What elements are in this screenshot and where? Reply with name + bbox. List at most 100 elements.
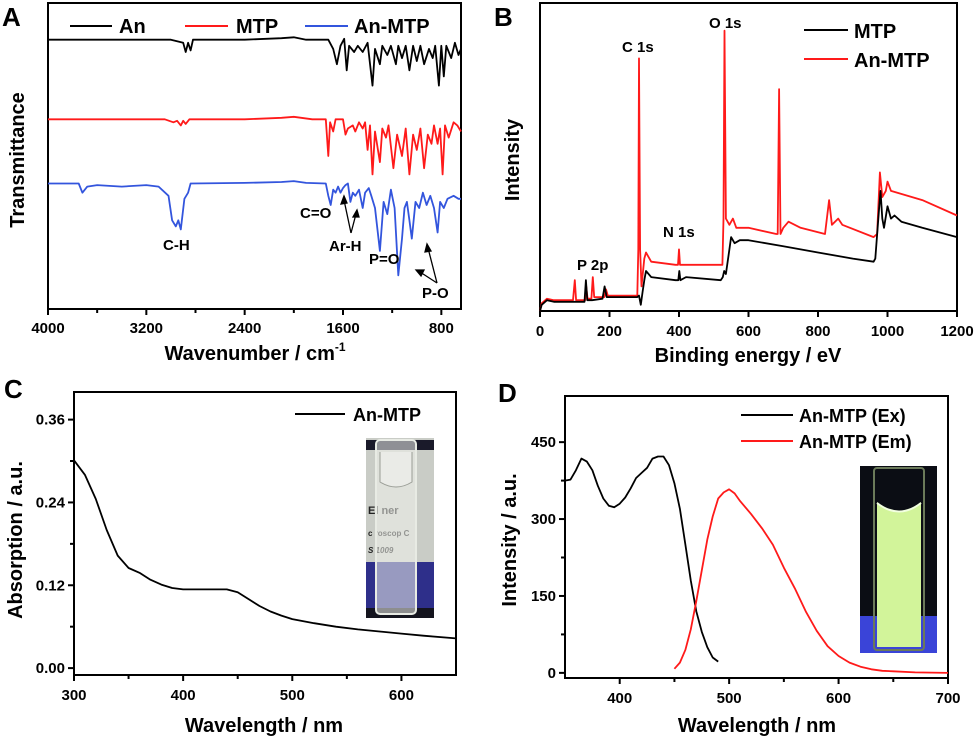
y-tick-label: 0.24 [36, 494, 66, 511]
x-tick-label: 300 [61, 687, 86, 704]
y-axis-title-a: Transmittance [7, 92, 29, 228]
solution-meniscus [876, 502, 922, 513]
panel-letter-d: D [498, 378, 517, 408]
cuvette-meniscus [379, 452, 413, 488]
x-axis-title-a: Wavenumber / cm-1 [164, 340, 345, 365]
y-axis-title-d: Intensity / a.u. [499, 473, 521, 606]
legend-d: An-MTP (Ex) An-MTP (Em) [741, 406, 912, 452]
legend-label-an-mtp-b: An-MTP [854, 50, 930, 72]
x-tick-label-b: 200 [597, 323, 622, 340]
inset-photo-cuvette-daylight: El ner c roscop C S 1009 [366, 438, 434, 618]
series-group-c [73, 459, 457, 640]
series-group-d [564, 455, 949, 674]
y-tick-label: 150 [531, 588, 556, 605]
series-group-a [48, 36, 462, 277]
panel-a: A 4000 3200 2400 1600 800 Wavenumber / cm-1 … [2, 2, 462, 365]
legend-a: An MTP An-MTP [70, 16, 430, 38]
panel-letter-c: C [4, 374, 23, 404]
x-axis-a: 4000 3200 2400 1600 800 [31, 309, 454, 337]
cuvette [375, 439, 417, 615]
x-tick-label-a: 3200 [130, 320, 163, 337]
series-line-an-mtp-em [673, 488, 949, 674]
legend-label-an-mtp-c: An-MTP [353, 405, 421, 425]
annotation-p-o-single: P-O [422, 285, 449, 302]
plot-frame-a [47, 2, 462, 310]
inset-photo-cuvette-uv [860, 466, 937, 653]
x-tick-label-a: 4000 [31, 320, 64, 337]
annotation-arrows-a [339, 194, 438, 284]
x-tick-label-b: 1200 [940, 323, 973, 340]
plot-frame-d [564, 395, 949, 679]
x-tick-label: 600 [826, 690, 851, 707]
x-tick-label-b: 400 [666, 323, 691, 340]
annotation-ar-h: Ar-H [329, 238, 362, 255]
x-tick-label: 700 [935, 690, 960, 707]
y-tick-label: 0 [548, 665, 556, 682]
series-group-b [539, 29, 958, 312]
panel-c: C 300 400 500 600 0.00 0.12 0.24 0.36 Wavelengt… [4, 374, 457, 737]
annotation-c-o: C=O [300, 205, 332, 222]
legend-label-em: An-MTP (Em) [799, 432, 912, 452]
x-tick-label-a: 1600 [326, 320, 359, 337]
x-axis-title-b: Binding energy / eV [655, 345, 842, 367]
x-tick-label-b: 800 [805, 323, 830, 340]
x-tick-label-a: 2400 [228, 320, 261, 337]
series-line-mtp [539, 190, 958, 312]
arrow-p-o-1 [419, 271, 438, 284]
x-axis-b: 0 200 400 600 800 1000 1200 [536, 311, 974, 340]
x-tick-label: 600 [389, 687, 414, 704]
y-tick-label: 0.00 [36, 660, 65, 677]
plot-frame-c [73, 391, 457, 676]
annotations-b: P 2p C 1s N 1s O 1s [577, 15, 742, 274]
legend-c: An-MTP [295, 405, 421, 425]
annotations-a: C-H C=O Ar-H P=O P-O [163, 194, 449, 302]
x-tick-label-a: 800 [429, 320, 454, 337]
x-tick-label: 500 [717, 690, 742, 707]
fluorescent-solution [877, 502, 921, 647]
legend-label-mtp-b: MTP [854, 21, 896, 43]
arrowhead [414, 269, 426, 278]
x-tick-label-b: 1000 [871, 323, 904, 340]
y-tick-label: 0.36 [36, 412, 65, 429]
axes-d: 400 500 600 700 0 150 300 450 [531, 434, 961, 707]
series-line-an-mtp-ex [564, 455, 719, 663]
axes-c: 300 400 500 600 0.00 0.12 0.24 0.36 [36, 412, 414, 704]
annotation-p-o-double: P=O [369, 251, 400, 268]
x-axis-title-c: Wavelength / nm [185, 715, 343, 737]
x-tick-label: 500 [280, 687, 305, 704]
annotation-n-1s: N 1s [663, 224, 695, 241]
legend-b: MTP An-MTP [804, 21, 930, 72]
y-tick-label: 0.12 [36, 577, 65, 594]
legend-label-ex: An-MTP (Ex) [799, 406, 906, 426]
arrowhead [424, 242, 433, 253]
legend-label-mtp: MTP [236, 16, 278, 38]
y-tick-label: 450 [531, 434, 556, 451]
series-line-an-mtp [48, 180, 461, 277]
series-line-an-mtp [539, 29, 958, 312]
x-tick-label-b: 0 [536, 323, 544, 340]
y-axis-title-b: Intensity [502, 118, 524, 201]
annotation-p-2p: P 2p [577, 257, 608, 274]
x-tick-label: 400 [171, 687, 196, 704]
annotation-o-1s: O 1s [709, 15, 742, 32]
x-axis-title-d: Wavelength / nm [678, 715, 836, 737]
legend-label-an: An [119, 16, 146, 38]
arrowhead [351, 208, 360, 218]
annotation-c-h: C-H [163, 237, 190, 254]
series-line-mtp [48, 115, 462, 176]
cuvette [873, 467, 925, 651]
y-axis-title-c: Absorption / a.u. [5, 461, 27, 619]
legend-label-an-mtp: An-MTP [354, 16, 430, 38]
panel-b: B 0 200 400 600 800 1000 1200 Binding energy /… [494, 2, 974, 367]
y-tick-label: 300 [531, 511, 556, 528]
annotation-c-1s: C 1s [622, 39, 654, 56]
panel-d: D 400 500 600 700 0 150 300 450 Wavelength / nm… [498, 378, 961, 737]
panel-letter-b: B [494, 2, 513, 32]
arrow-p-o-2 [427, 247, 438, 284]
series-line-an [48, 36, 462, 87]
x-tick-label: 400 [607, 690, 632, 707]
panel-letter-a: A [2, 2, 21, 32]
arrowhead [339, 194, 348, 205]
series-line-an-mtp [73, 459, 457, 640]
